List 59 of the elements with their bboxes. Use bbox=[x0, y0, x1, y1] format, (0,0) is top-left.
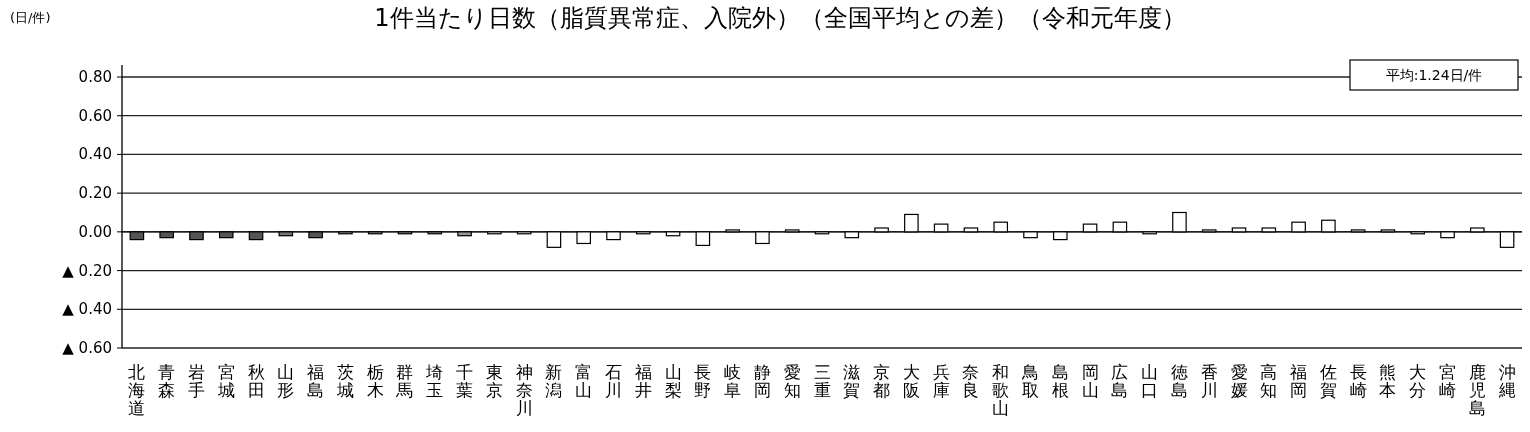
y-tick-label: ▲ 0.20 bbox=[62, 261, 112, 280]
x-tick-label: 高知 bbox=[1260, 362, 1278, 400]
chart-title: 1件当たり日数（脂質異常症、入院外）（全国平均との差）（令和元年度） bbox=[374, 4, 1186, 32]
x-tick-label: 青森 bbox=[158, 362, 176, 400]
annotation: 平均:1.24日/件 bbox=[1385, 67, 1483, 83]
x-tick-label: 大阪 bbox=[902, 362, 920, 400]
x-tick-label: 奈良 bbox=[962, 362, 980, 400]
x-tick-label: 和歌山 bbox=[992, 362, 1010, 418]
x-tick-label: 秋田 bbox=[247, 362, 265, 400]
x-tick-label: 東京 bbox=[485, 362, 503, 400]
x-tick-label: 大分 bbox=[1409, 362, 1427, 400]
x-tick-label: 熊本 bbox=[1379, 362, 1397, 400]
note-box: 平均:1.24日/件 bbox=[1349, 59, 1519, 91]
x-tick-label: 石川 bbox=[604, 362, 622, 400]
x-tick-label: 神奈川 bbox=[515, 362, 533, 418]
x-tick-label: 山梨 bbox=[664, 362, 682, 400]
x-tick-label: 長崎 bbox=[1349, 362, 1367, 400]
x-tick-label: 兵庫 bbox=[932, 362, 950, 400]
x-tick-label: 山口 bbox=[1141, 362, 1159, 400]
x-tick-label: 千葉 bbox=[456, 362, 474, 400]
x-tick-label: 山形 bbox=[277, 362, 295, 400]
y-tick-label: ▲ 0.60 bbox=[62, 339, 112, 357]
x-tick-label: 香川 bbox=[1200, 362, 1218, 400]
y-tick-label: 0.40 bbox=[78, 145, 112, 164]
y-axis-title: (日/件) bbox=[10, 10, 51, 25]
x-tick-label: 福井 bbox=[634, 362, 652, 400]
x-tick-label: 愛知 bbox=[783, 362, 801, 400]
x-tick-label: 福島 bbox=[307, 362, 325, 400]
x-tick-label: 新潟 bbox=[545, 362, 563, 400]
x-tick-label: 北海道 bbox=[128, 362, 146, 418]
x-tick-label: 鳥取 bbox=[1021, 362, 1040, 400]
x-tick-label: 京都 bbox=[873, 362, 891, 400]
x-tick-label: 宮崎 bbox=[1439, 362, 1457, 400]
x-tick-label: 群馬 bbox=[395, 362, 414, 400]
x-tick-label: 沖縄 bbox=[1497, 362, 1516, 400]
x-tick-label: 佐賀 bbox=[1319, 362, 1337, 400]
x-tick-label: 岡山 bbox=[1081, 362, 1099, 400]
x-tick-label: 鹿児島 bbox=[1468, 362, 1486, 418]
x-tick-label: 静岡 bbox=[753, 362, 771, 400]
x-tick-label: 広島 bbox=[1111, 362, 1129, 400]
y-tick-label: 0.00 bbox=[78, 222, 112, 241]
x-tick-label: 岐阜 bbox=[724, 362, 742, 400]
x-tick-label: 岩手 bbox=[187, 362, 205, 400]
x-tick-label: 栃木 bbox=[366, 362, 384, 400]
x-tick-label: 富山 bbox=[575, 362, 593, 400]
y-tick-label: 0.20 bbox=[78, 184, 112, 203]
x-tick-label: 島根 bbox=[1051, 362, 1069, 400]
x-tick-label: 埼玉 bbox=[425, 362, 444, 400]
x-tick-label: 福岡 bbox=[1290, 362, 1308, 400]
y-tick-label: 0.80 bbox=[78, 68, 112, 86]
y-tick-label: ▲ 0.40 bbox=[62, 300, 112, 319]
x-tick-label: 愛媛 bbox=[1230, 362, 1248, 400]
x-tick-label: 滋賀 bbox=[843, 362, 861, 400]
x-tick-label: 宮城 bbox=[216, 362, 235, 400]
x-tick-label: 茨城 bbox=[335, 362, 354, 400]
x-tick-label: 長野 bbox=[694, 362, 712, 400]
x-tick-label: 徳島 bbox=[1170, 362, 1188, 400]
x-tick-label: 三重 bbox=[813, 362, 831, 400]
y-tick-label: 0.60 bbox=[78, 106, 112, 125]
